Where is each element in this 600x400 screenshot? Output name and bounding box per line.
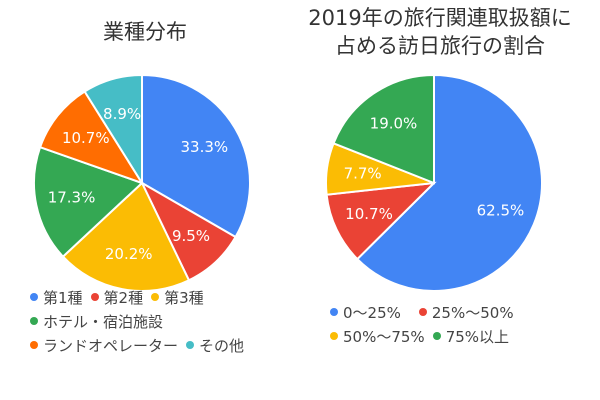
legend-item-type1: 第1種 [30, 287, 83, 308]
slice-label-inbound-3: 19.0% [370, 114, 418, 132]
slice-label-industry-3: 17.3% [48, 189, 96, 207]
pie-slice-industry-0 [141, 73, 251, 239]
slice-label-industry-0: 33.3% [181, 138, 229, 156]
legend-swatch [30, 341, 38, 349]
legend-label: 25%～50% [431, 303, 514, 322]
pie-slice-industry-4 [38, 90, 145, 185]
chart-title-line-1: 2019年の旅行関連取扱額に [308, 6, 572, 30]
legend-label: 75%以上 [445, 327, 510, 346]
slice-label-industry-1: 9.5% [172, 227, 210, 245]
legend-swatch [30, 293, 38, 301]
legend-row: ホテル・宿泊施設 [30, 309, 310, 333]
legend-label: 第2種 [103, 288, 144, 307]
legend-row: 第1種 第2種 第3種 [30, 285, 310, 309]
legend-item-0-25: 0～25% [330, 302, 401, 323]
legend-item-hotel: ホテル・宿泊施設 [30, 311, 163, 332]
slice-label-industry-4: 10.7% [62, 129, 110, 147]
legend-swatch [330, 308, 338, 316]
legend-industry: 第1種 第2種 第3種 ホテル・宿泊施設 ランドオペレーター [30, 285, 310, 357]
legend-swatch [418, 308, 427, 316]
slice-label-inbound-0: 62.5% [477, 202, 525, 220]
legend-item-type3: 第3種 [151, 287, 204, 308]
pie-slice-inbound-1 [325, 181, 437, 261]
legend-item-land-operator: ランドオペレーター [30, 335, 178, 356]
legend-label: 第3種 [164, 288, 204, 307]
legend-item-type2: 第2種 [90, 287, 144, 308]
chart-title-inbound-share: 2019年の旅行関連取扱額に 占める訪日旅行の割合 [280, 4, 600, 60]
legend-label: 0～25% [343, 303, 401, 322]
legend-swatch [30, 317, 38, 325]
legend-label: ランドオペレーター [43, 336, 179, 355]
legend-swatch [90, 293, 99, 301]
legend-inbound-share: 0～25% 25%～50% 50%～75% 75%以上 [330, 300, 600, 348]
legend-item-25-50: 25%～50% [418, 302, 514, 323]
slice-label-inbound-1: 10.7% [345, 205, 393, 223]
legend-swatch [186, 341, 195, 349]
legend-row: 50%～75% 75%以上 [330, 324, 600, 348]
legend-label: ホテル・宿泊施設 [43, 312, 164, 331]
legend-item-75-plus: 75%以上 [432, 326, 510, 347]
slice-label-inbound-2: 7.7% [344, 164, 382, 182]
legend-row: ランドオペレーター その他 [30, 333, 310, 357]
legend-label: その他 [199, 336, 245, 355]
legend-swatch [432, 332, 441, 340]
pie-slice-industry-2 [61, 181, 191, 292]
slice-label-industry-5: 8.9% [103, 105, 141, 123]
pie-slice-industry-5 [83, 73, 143, 187]
legend-swatch [151, 293, 160, 301]
chart-title-industry: 業種分布 [103, 20, 187, 44]
slice-label-industry-2: 20.2% [105, 245, 153, 263]
legend-item-other: その他 [186, 335, 244, 356]
legend-label: 50%～75% [343, 327, 425, 346]
legend-swatch [330, 332, 338, 340]
legend-row: 0～25% 25%～50% [330, 300, 600, 324]
legend-label: 第1種 [43, 288, 83, 307]
pie-slice-inbound-3 [332, 73, 435, 185]
chart-title-line-2: 占める訪日旅行の割合 [335, 34, 545, 58]
pie-slice-inbound-0 [355, 73, 543, 292]
legend-item-50-75: 50%～75% [330, 326, 425, 347]
